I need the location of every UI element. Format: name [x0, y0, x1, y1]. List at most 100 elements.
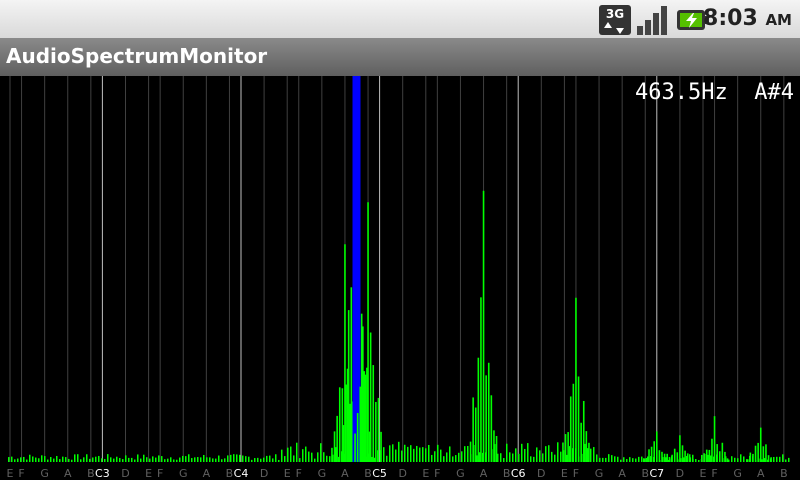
note-label: A: [618, 467, 626, 480]
spectrum-noise-bar: [59, 459, 61, 462]
spectrum-noise-bar: [599, 457, 601, 462]
spectrum-noise-bar: [185, 456, 187, 462]
app-title: AudioSpectrumMonitor: [6, 44, 268, 68]
spectrum-noise-bar: [626, 459, 628, 462]
spectrum-bar: [490, 395, 493, 462]
spectrum-bar: [588, 442, 590, 462]
spectrum-noise-bar: [524, 448, 526, 462]
spectrum-noise-bar: [506, 443, 508, 462]
spectrum-noise-bar: [782, 454, 784, 462]
spectrum-bar: [477, 357, 480, 462]
spectrum-bar: [692, 459, 694, 462]
spectrum-noise-bar: [518, 453, 520, 462]
spectrum-noise-bar: [128, 457, 130, 462]
spectrum-noise-bar: [512, 453, 514, 462]
spectrum-noise-bar: [263, 457, 265, 462]
spectrum-noise-bar: [428, 444, 430, 462]
spectrum-noise-bar: [161, 456, 163, 462]
octave-label: C4: [234, 467, 249, 480]
spectrum-noise-bar: [278, 459, 280, 462]
spectrum-bar: [679, 435, 681, 462]
spectrum-noise-bar: [101, 458, 103, 462]
spectrum-noise-bar: [455, 455, 457, 462]
spectrum-noise-bar: [410, 445, 412, 462]
spectrum-bar: [493, 430, 495, 462]
octave-label: C5: [372, 467, 387, 480]
spectrum-noise-bar: [596, 454, 598, 462]
spectrum-bar: [772, 459, 775, 462]
spectrum-noise-bar: [728, 459, 730, 462]
spectrum-noise-bar: [392, 444, 394, 462]
battery-charging-icon: [677, 10, 709, 30]
spectrum-noise-bar: [680, 458, 682, 462]
spectrum-bar: [671, 454, 673, 462]
note-label: B: [87, 467, 95, 480]
spectrum-bar: [673, 448, 676, 462]
spectrum-bar: [757, 442, 759, 462]
spectrum-noise-bar: [29, 454, 31, 462]
spectrum-noise-bar: [155, 457, 157, 462]
spectrum-noise-bar: [764, 458, 766, 462]
spectrum-bar: [474, 407, 477, 462]
spectrum-noise-bar: [191, 458, 193, 462]
spectrum-bar: [580, 422, 582, 462]
note-label: E: [145, 467, 152, 480]
spectrum-noise-bar: [710, 455, 712, 462]
spectrum-bar: [676, 452, 679, 462]
spectrum-noise-bar: [560, 451, 562, 462]
spectrum-noise-bar: [32, 456, 34, 462]
note-label: A: [203, 467, 211, 480]
spectrum-noise-bar: [140, 458, 142, 462]
spectrum-bar: [645, 458, 648, 462]
spectrum-noise-bar: [734, 457, 736, 462]
spectrum-bar: [666, 458, 668, 462]
spectrum-noise-bar: [8, 457, 10, 462]
spectrum-noise-bar: [146, 457, 148, 462]
spectrum-noise-bar: [242, 455, 244, 462]
spectrum-noise-bar: [203, 454, 205, 462]
spectrum-noise-bar: [221, 459, 223, 462]
spectrum-bar: [762, 446, 765, 462]
note-label: B: [226, 467, 234, 480]
spectrum-noise-bar: [317, 452, 319, 462]
spectrum-noise-bar: [443, 456, 445, 462]
spectrum-noise-bar: [761, 459, 763, 462]
note-label: D: [260, 467, 268, 480]
spectrum-noise-bar: [326, 455, 328, 462]
spectrum-noise-bar: [542, 453, 544, 462]
spectrum-noise-bar: [395, 449, 397, 462]
note-label: E: [700, 467, 707, 480]
spectrum-noise-bar: [374, 457, 376, 462]
peak-marker: [352, 76, 361, 462]
spectrum-bar: [359, 386, 362, 462]
spectrum-noise-bar: [776, 456, 778, 462]
spectrum-noise-bar: [206, 457, 208, 462]
spectrum-noise-bar: [497, 453, 499, 462]
spectrum-bar: [562, 442, 564, 462]
3g-data-icon: 3G: [599, 5, 631, 35]
spectrum-noise-bar: [404, 444, 406, 462]
spectrum-noise-bar: [305, 446, 307, 462]
spectrum-bar: [377, 397, 380, 462]
spectrum-noise-bar: [284, 456, 286, 462]
spectrum-bar: [575, 297, 577, 462]
spectrum-bar: [380, 431, 382, 462]
spectrum-noise-bar: [275, 454, 277, 462]
spectrum-noise-bar: [431, 454, 433, 462]
note-label: F: [18, 467, 24, 480]
spectrum-bar: [708, 449, 711, 462]
spectrum-bar: [347, 310, 350, 462]
note-label: E: [284, 467, 291, 480]
spectrum-bar: [686, 453, 689, 462]
spectrum-noise-bar: [44, 456, 46, 462]
spectrum-bar: [485, 375, 487, 462]
spectrum-bar: [342, 425, 345, 462]
spectrum-noise-bar: [320, 443, 322, 462]
spectrum-bar: [658, 450, 661, 462]
spectrum-noise-bar: [137, 454, 139, 462]
spectrum-noise-bar: [290, 446, 292, 462]
spectrum-bar: [349, 403, 351, 462]
spectrum-noise-bar: [173, 459, 175, 462]
note-value: A#4: [754, 80, 794, 105]
spectrum-bar: [346, 368, 349, 462]
